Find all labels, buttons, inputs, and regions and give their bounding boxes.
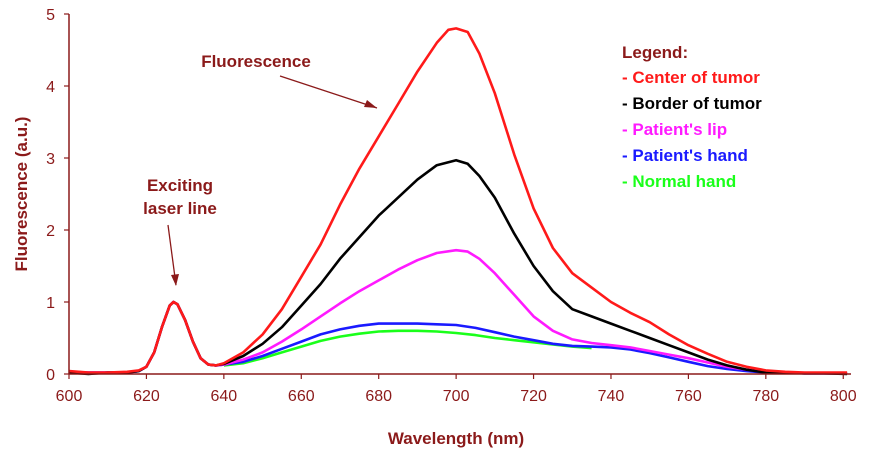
- y-tick-label: 5: [46, 7, 55, 24]
- y-tick-label: 2: [46, 223, 55, 240]
- legend-entry-center-of-tumor: - Center of tumor: [622, 68, 760, 87]
- x-tick-label: 780: [752, 388, 779, 405]
- x-tick-label: 680: [365, 388, 392, 405]
- x-tick-label: 720: [520, 388, 547, 405]
- x-tick-label: 740: [598, 388, 625, 405]
- axes-layer: [68, 14, 851, 375]
- legend-entry-border-of-tumor: - Border of tumor: [622, 94, 762, 113]
- legend-entry-normal-hand: - Normal hand: [622, 172, 736, 191]
- y-tick-label: 4: [46, 79, 55, 96]
- fluorescence-arrowhead: [364, 100, 377, 108]
- exciting-annotation-line1: Exciting: [147, 176, 213, 195]
- x-axis-title: Wavelength (nm): [388, 429, 524, 448]
- ticks-layer: 600 620 640 660 680 700 720 740 760 780 800 0 1 2 3 4 5: [46, 7, 857, 405]
- x-tick-label: 660: [288, 388, 315, 405]
- series-layer: [68, 27, 848, 376]
- legend-entry-patients-hand: - Patient's hand: [622, 146, 748, 165]
- x-tick-label: 800: [830, 388, 857, 405]
- x-tick-label: 640: [210, 388, 237, 405]
- legend: Legend: - Center of tumor - Border of tu…: [622, 43, 762, 191]
- legend-title: Legend:: [622, 43, 688, 62]
- y-tick-label: 1: [46, 295, 55, 312]
- series-line-center-of-tumor: [68, 27, 848, 374]
- y-tick-label: 3: [46, 151, 55, 168]
- exciting-annotation-line2: laser line: [143, 199, 217, 218]
- fluorescence-arrow: [279, 75, 378, 109]
- x-tick-label: 700: [443, 388, 470, 405]
- x-tick-label: 620: [133, 388, 160, 405]
- series-line-patient-s-lip: [69, 248, 848, 375]
- y-tick-label: 0: [46, 367, 55, 384]
- y-axis-title: Fluorescence (a.u.): [12, 117, 31, 272]
- x-tick-label: 760: [675, 388, 702, 405]
- legend-entry-patients-lip: - Patient's lip: [622, 120, 727, 139]
- fluorescence-annotation: Fluorescence: [201, 52, 311, 71]
- x-tick-label: 600: [56, 388, 83, 405]
- exciting-arrowhead: [171, 274, 179, 286]
- series-line-normal-hand: [223, 329, 592, 367]
